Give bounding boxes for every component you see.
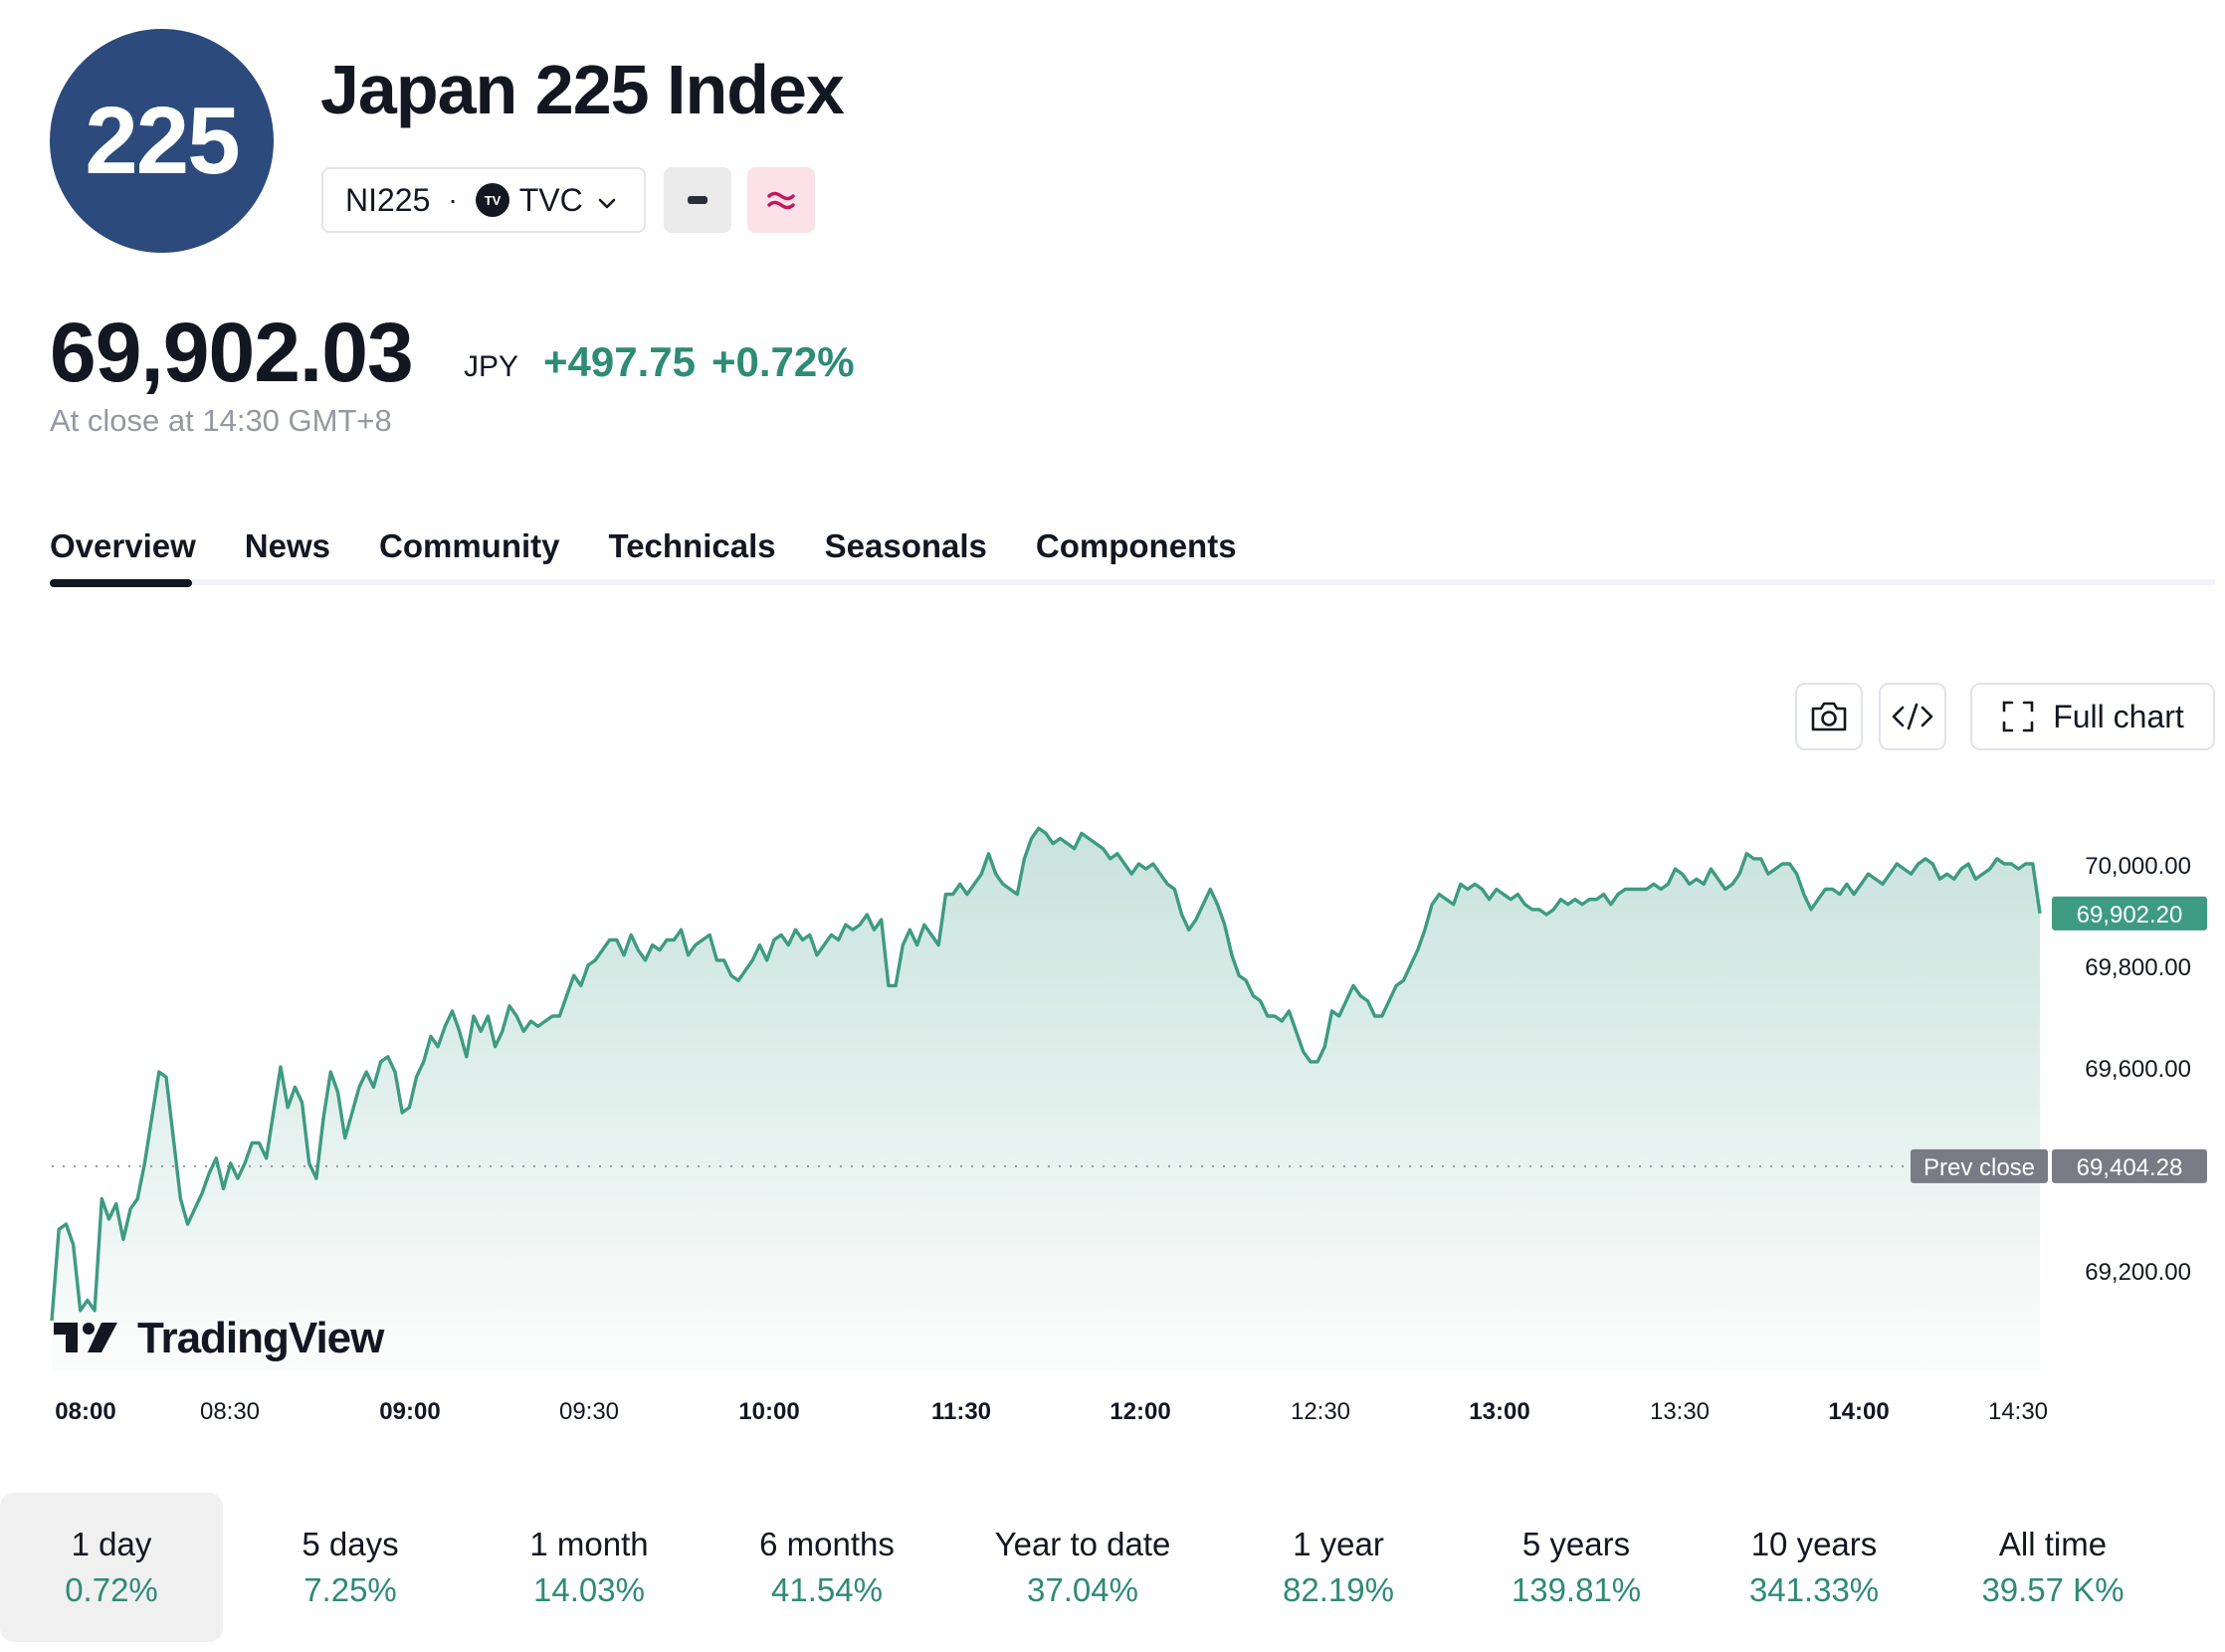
tvc-logo-text: TV bbox=[484, 193, 501, 207]
period-label: 1 day bbox=[71, 1526, 152, 1562]
x-tick-label: 08:30 bbox=[200, 1398, 260, 1425]
period-button[interactable]: 5 days 7.25% bbox=[239, 1493, 462, 1642]
last-value-label: 69,902.20 bbox=[2077, 902, 2183, 929]
market-status-button[interactable] bbox=[664, 167, 731, 233]
prev-close-tag bbox=[1911, 1148, 2048, 1183]
page-title: Japan 225 Index bbox=[320, 51, 845, 128]
period-button[interactable]: 1 month 14.03% bbox=[478, 1493, 701, 1642]
period-change: 341.33% bbox=[1748, 1571, 1880, 1608]
price-line bbox=[50, 826, 2042, 1322]
symbol-exchange-selector[interactable]: NI225 · TV TVC bbox=[321, 167, 646, 233]
x-tick-label: 13:00 bbox=[1469, 1398, 1529, 1425]
period-change: 37.04% bbox=[1027, 1571, 1138, 1608]
period-label: All time bbox=[1998, 1526, 2108, 1562]
period-change: 82.19% bbox=[1283, 1571, 1394, 1608]
x-tick-label: 08:00 bbox=[55, 1398, 115, 1425]
tabs-divider bbox=[50, 579, 2215, 585]
x-tick-label: 12:30 bbox=[1291, 1398, 1350, 1425]
period-button[interactable]: All time 39.57 K% bbox=[1941, 1493, 2164, 1642]
period-change: 14.03% bbox=[533, 1571, 645, 1608]
period-label: 1 month bbox=[529, 1526, 649, 1562]
x-tick-label: 14:00 bbox=[1828, 1398, 1889, 1425]
delayed-data-button[interactable] bbox=[747, 167, 815, 233]
x-axis: 08:00 08:30 09:00 09:30 10:00 11:30 12:00 12:30… bbox=[55, 1398, 2048, 1425]
currency-label: JPY bbox=[464, 350, 519, 383]
period-button[interactable]: 6 months 41.54% bbox=[715, 1493, 938, 1642]
y-tick-label: 69,200.00 bbox=[2085, 1259, 2191, 1286]
tab-components[interactable]: Components bbox=[1035, 527, 1237, 564]
separator-dot: · bbox=[448, 184, 458, 215]
tab-overview[interactable]: Overview bbox=[50, 527, 196, 564]
period-change: 7.25% bbox=[303, 1571, 397, 1608]
full-chart-button[interactable]: Full chart bbox=[1970, 683, 2215, 750]
tradingview-wordmark: TradingView bbox=[137, 1314, 384, 1362]
period-change: 39.57 K% bbox=[1981, 1571, 2124, 1608]
camera-icon bbox=[1811, 702, 1847, 731]
tradingview-brand: TradingView bbox=[52, 1314, 384, 1363]
exchange-label: TVC bbox=[518, 181, 583, 218]
period-label: 5 years bbox=[1521, 1526, 1631, 1562]
prev-close-tag-label: Prev close bbox=[1923, 1154, 2035, 1181]
index-logo: 225 bbox=[50, 29, 274, 253]
x-tick-label: 11:30 bbox=[931, 1398, 991, 1425]
minus-icon bbox=[688, 196, 708, 204]
last-price: 69,902.03 bbox=[50, 306, 414, 399]
tab-technicals[interactable]: Technicals bbox=[608, 527, 776, 564]
period-button[interactable]: Year to date 37.04% bbox=[971, 1493, 1194, 1642]
x-tick-label: 09:30 bbox=[559, 1398, 619, 1425]
embed-button[interactable] bbox=[1879, 683, 1946, 750]
tab-seasonals[interactable]: Seasonals bbox=[824, 527, 987, 564]
period-button[interactable]: 1 day 0.72% bbox=[0, 1493, 223, 1642]
active-tab-indicator bbox=[50, 579, 192, 587]
market-close-note: At close at 14:30 GMT+8 bbox=[50, 403, 392, 438]
y-axis: 69,200.00 69,600.00 69,800.00 70,000.00 69,9… bbox=[1911, 853, 2207, 1286]
tab-community[interactable]: Community bbox=[378, 527, 560, 564]
period-button[interactable]: 10 years 341.33% bbox=[1703, 1493, 1925, 1642]
change-percent: +0.72% bbox=[711, 338, 855, 385]
tvc-logo-icon: TV bbox=[475, 183, 509, 217]
index-logo-text: 225 bbox=[85, 87, 240, 194]
price-area-fill bbox=[52, 828, 2040, 1371]
last-value-badge bbox=[2052, 896, 2207, 930]
full-chart-label: Full chart bbox=[2053, 698, 2184, 734]
approx-icon bbox=[767, 191, 795, 210]
price-chart[interactable]: 69,200.00 69,600.00 69,800.00 70,000.00 69,9… bbox=[0, 776, 2225, 1453]
expand-icon bbox=[2002, 701, 2034, 732]
period-label: 10 years bbox=[1750, 1526, 1878, 1562]
period-label: 5 days bbox=[302, 1526, 399, 1562]
code-icon bbox=[1892, 703, 1933, 730]
x-tick-label: 14:30 bbox=[1988, 1398, 2048, 1425]
period-button[interactable]: 5 years 139.81% bbox=[1465, 1493, 1688, 1642]
period-label: 1 year bbox=[1293, 1526, 1384, 1562]
period-change: 41.54% bbox=[771, 1571, 883, 1608]
period-button[interactable]: 1 year 82.19% bbox=[1227, 1493, 1450, 1642]
tab-bar: Overview News Community Technicals Seaso… bbox=[50, 527, 1286, 587]
prev-close-value-badge bbox=[2052, 1148, 2207, 1183]
period-label: Year to date bbox=[994, 1526, 1171, 1562]
y-tick-label: 69,600.00 bbox=[2085, 1056, 2191, 1083]
chevron-down-icon bbox=[597, 182, 617, 219]
performance-periods: 1 day 0.72% 5 days 7.25% 1 month 14.03% 6 mont… bbox=[0, 1493, 2215, 1642]
x-tick-label: 12:00 bbox=[1110, 1398, 1170, 1425]
x-tick-label: 10:00 bbox=[738, 1398, 799, 1425]
period-label: 6 months bbox=[759, 1526, 895, 1562]
x-tick-label: 09:00 bbox=[379, 1398, 440, 1425]
y-tick-label: 69,800.00 bbox=[2085, 954, 2191, 981]
price-change: +497.75 +0.72% bbox=[543, 338, 855, 386]
x-tick-label: 13:30 bbox=[1650, 1398, 1710, 1425]
symbol-label: NI225 bbox=[345, 181, 431, 218]
y-tick-label: 70,000.00 bbox=[2085, 853, 2191, 880]
prev-close-value-label: 69,404.28 bbox=[2077, 1154, 2183, 1181]
tradingview-logo-icon bbox=[54, 1323, 117, 1352]
period-change: 0.72% bbox=[65, 1571, 158, 1608]
period-change: 139.81% bbox=[1511, 1571, 1642, 1608]
tab-news[interactable]: News bbox=[244, 527, 330, 564]
change-absolute: +497.75 bbox=[543, 338, 696, 385]
snapshot-button[interactable] bbox=[1795, 683, 1863, 750]
